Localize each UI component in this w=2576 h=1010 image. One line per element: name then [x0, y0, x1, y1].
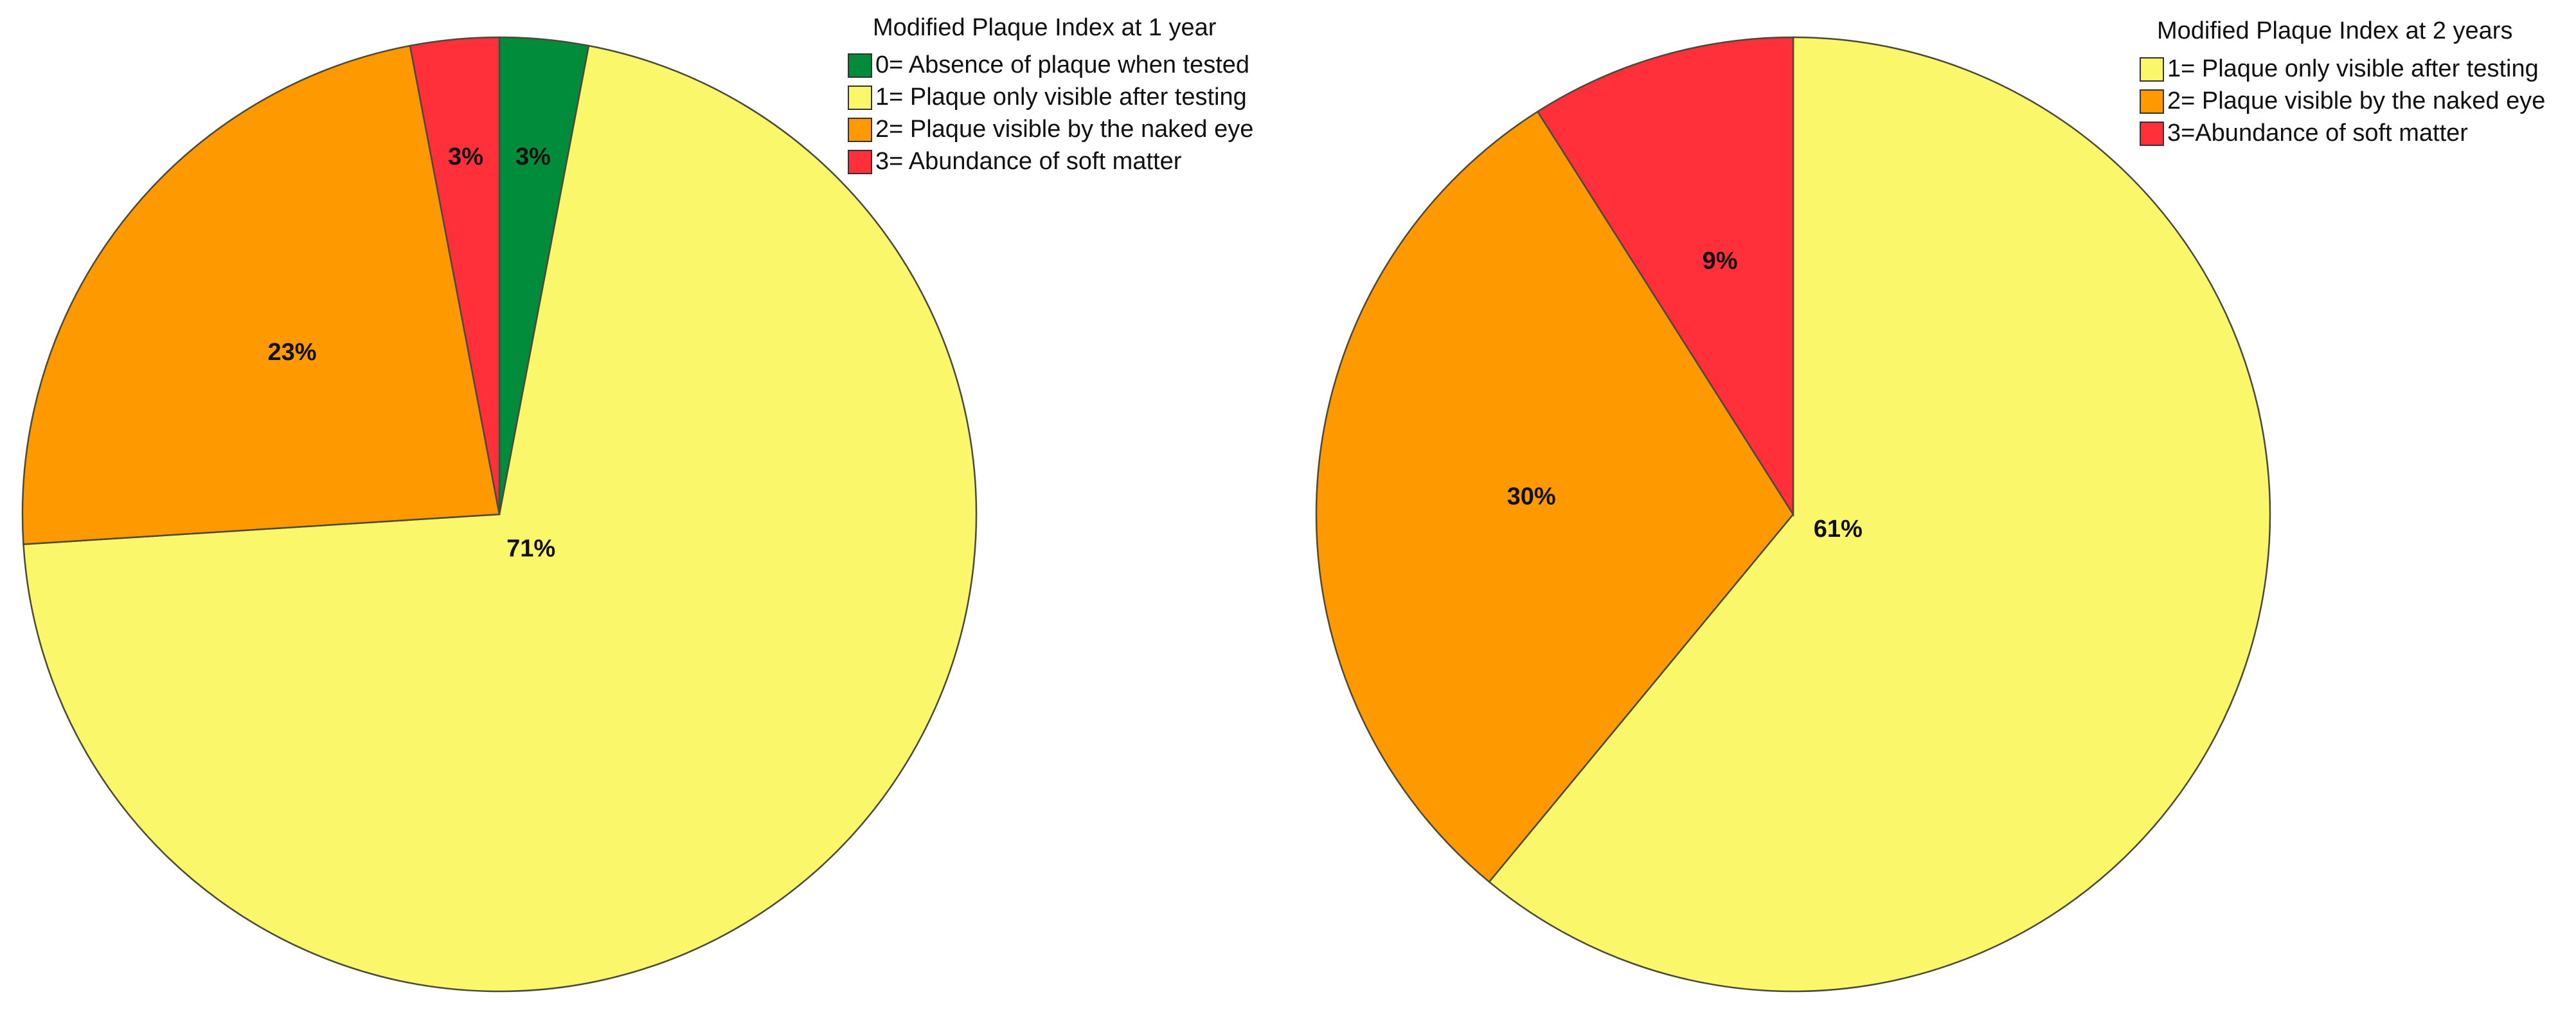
- pie-slice-2-plaque-visible-by-the-naked-eye: [21, 44, 501, 545]
- legend-swatch: [848, 150, 872, 174]
- legend-label: 0= Absence of plaque when tested: [875, 51, 1249, 78]
- pie-slice-2-plaque-visible-by-the-naked-eye: [1315, 110, 1794, 883]
- pie-slice-1-plaque-only-visible-after-testing: [1488, 36, 2271, 993]
- legend-swatch: [2140, 89, 2164, 114]
- slice-percent-label: 9%: [1703, 248, 1738, 275]
- legend-swatch: [2140, 122, 2164, 146]
- legend-label: 2= Plaque visible by the naked eye: [875, 116, 1253, 143]
- legend-swatch: [848, 86, 872, 110]
- legend-title: Modified Plaque Index at 1 year: [873, 14, 1217, 41]
- slice-percent-label: 71%: [506, 536, 555, 563]
- legend-title: Modified Plaque Index at 2 years: [2157, 17, 2512, 44]
- slice-percent-label: 23%: [267, 339, 316, 366]
- legend-swatch: [848, 53, 872, 78]
- pie-chart-2-years: 61% 30% 9% Modified Plaque Index at 2 year…: [1315, 17, 2545, 993]
- pie-slice-3-abundance-of-soft-matter: [409, 36, 501, 515]
- pie-slice-3-abundance-of-soft-matter: [1536, 36, 1794, 518]
- legend-label: 2= Plaque visible by the naked eye: [2167, 87, 2545, 114]
- legend-swatch: [2140, 57, 2164, 82]
- slice-percent-label: 3%: [448, 143, 483, 170]
- slice-percent-label: 30%: [1507, 483, 1556, 510]
- pie-slice-1-plaque-only-visible-after-testing: [22, 44, 978, 993]
- legend-label: 1= Plaque only visible after testing: [875, 84, 1247, 111]
- legend-label: 1= Plaque only visible after testing: [2167, 55, 2539, 82]
- legend-label: 3= Abundance of soft matter: [875, 148, 1182, 175]
- slice-percent-label: 61%: [1814, 516, 1863, 543]
- legend-2-years: Modified Plaque Index at 2 years 1= Plaqu…: [2140, 17, 2545, 147]
- slice-percent-label: 3%: [515, 143, 551, 170]
- pie-chart-1-year: 3% 71% 23% 3% Modified Plaque Index at 1 ye…: [21, 14, 1253, 993]
- legend-swatch: [848, 118, 872, 142]
- legend-1-year: Modified Plaque Index at 1 year 0= Absenc…: [848, 14, 1253, 175]
- legend-label: 3=Abundance of soft matter: [2167, 120, 2468, 147]
